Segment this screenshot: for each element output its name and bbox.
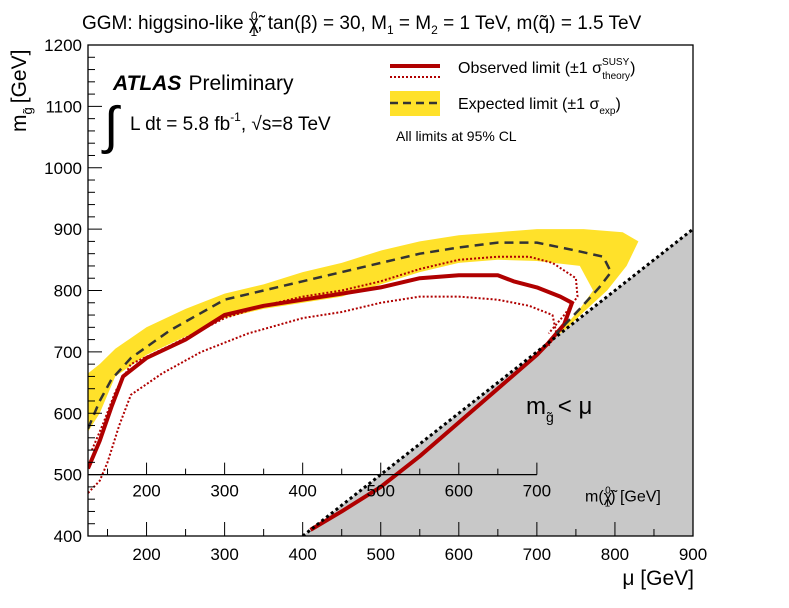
series-line-expected-limit [88,241,613,430]
title-chi-sup: 0 [251,9,258,23]
x-tick-label: 600 [445,545,473,564]
x-tick-label: 500 [367,545,395,564]
y-tick-label: 1100 [45,97,82,116]
secondary-tick-label: 700 [523,482,551,501]
legend: Observed limit (±1 σSUSY theory) Expected… [390,57,635,144]
y-tick-label: 1000 [44,159,82,178]
title-m1-sub: 1 [387,23,394,37]
y-tick-label: 700 [54,343,82,362]
kinematic-boundary-line [301,227,693,536]
series-line-observed-limit [88,273,574,532]
x-tick-label: 400 [288,545,316,564]
x-tick-label: 200 [132,545,160,564]
secondary-axis-label-part: 0 [605,486,611,497]
experiment-status: Preliminary [188,72,294,95]
series-line-observed-1-theory [88,295,558,494]
legend-observed-sup: SUSY [602,57,630,68]
secondary-tick-label: 400 [288,482,316,501]
y-tick-label: 600 [54,404,82,423]
excluded-region-label: mg̃ < μ [526,393,592,425]
luminosity-label: L dt = 5.8 fb-1, √s=8 TeV [130,110,331,135]
y-axis: 400 500 600 700 800 900 1000 1100 1200 [44,36,102,546]
x-tick-label: 700 [523,545,551,564]
y-tick-label: 400 [54,527,82,546]
title-prefix: GGM: higgsino-like [82,13,249,34]
secondary-tick-label: 500 [367,482,395,501]
x-tick-label: 900 [679,545,707,564]
y-axis-label: mg̃[GeV] [8,50,35,132]
title-mid2: = M [394,13,431,34]
chart-title: GGM: higgsino-like χ̃0 1, tan(β) = 30, M1… [82,9,642,39]
y-axis-label-sub: g̃ [20,107,35,114]
x-tick-label: 800 [601,545,629,564]
y-tick-label: 1200 [44,36,82,55]
legend-observed-sub: theory [602,71,630,82]
integral-sign: ∫ [101,97,121,155]
x-axis: 200 300 400 500 600 700 800 900 [107,522,707,564]
experiment-name: ATLAS [112,72,181,95]
atlas-label: ATLAS Preliminary [112,72,294,95]
energy-label: , √s=8 TeV [241,114,331,135]
secondary-tick-label: 600 [445,482,473,501]
secondary-axis-label-part: 1 [605,499,611,510]
y-tick-label: 500 [54,466,82,485]
x-axis-label: μ [GeV] [622,567,694,590]
y-axis-label-unit: [GeV] [8,50,31,104]
x-tick-label: 300 [210,545,238,564]
series-group [88,241,613,532]
secondary-axis-label: m(χ̃0 1) [GeV] [585,486,661,510]
legend-expected-sub: exp [599,106,616,117]
y-tick-label: 800 [54,282,82,301]
y-tick-label: 900 [54,220,82,239]
legend-observed-text: Observed limit (±1 σSUSY theory) [458,57,635,82]
secondary-axis: 200 300 400 500 600 700 m(χ̃0 1) [GeV] [88,462,661,510]
secondary-axis-label-part: m( [585,489,604,506]
title-m2-sub: 2 [431,23,438,37]
secondary-axis-label-part: ) [GeV] [610,489,661,506]
secondary-tick-label: 200 [132,482,160,501]
title-mid3: = 1 TeV, m(q̃) = 1.5 TeV [438,13,642,34]
title-mid1: , tan(β) = 30, M [257,13,387,34]
luminosity-sup: -1 [230,110,241,124]
excluded-region-sub: g̃ [546,409,554,425]
title-chi-sub: 1 [251,25,258,39]
secondary-tick-label: 300 [210,482,238,501]
excluded-region-rel: < μ [558,393,593,420]
legend-expected-text: Expected limit (±1 σexp) [458,96,621,117]
legend-cl-note: All limits at 95% CL [396,128,517,144]
